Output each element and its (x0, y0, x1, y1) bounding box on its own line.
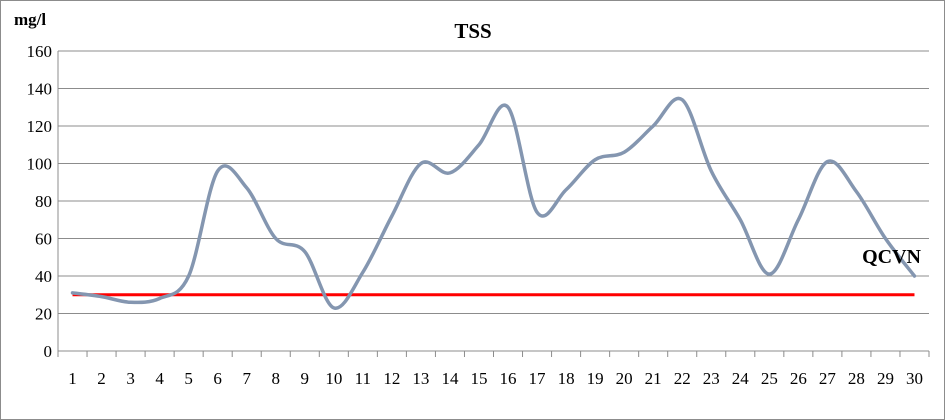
x-tick-label: 5 (184, 369, 193, 388)
x-tick-label: 17 (529, 369, 547, 388)
chart-title: TSS (454, 19, 491, 43)
tss-data-point (332, 306, 336, 310)
x-tick-label: 29 (877, 369, 894, 388)
y-tick-label: 140 (27, 80, 53, 99)
x-tick-label: 26 (790, 369, 807, 388)
x-tick-label: 15 (470, 369, 487, 388)
tss-data-point (796, 218, 800, 222)
series-lines (70, 96, 917, 310)
tss-data-point (709, 169, 713, 173)
tss-data-point (216, 169, 220, 173)
x-tick-label: 22 (674, 369, 691, 388)
x-tick-label: 9 (301, 369, 310, 388)
y-tick-label: 100 (27, 155, 53, 174)
tss-data-point (100, 295, 104, 299)
tss-data-point (767, 272, 771, 276)
x-tick-label: 27 (819, 369, 837, 388)
tss-data-point (361, 270, 365, 274)
tss-data-point (245, 186, 249, 190)
tss-data-point (390, 214, 394, 218)
tss-data-point (274, 237, 278, 241)
tss-data-point (535, 210, 539, 214)
gridlines (58, 50, 929, 314)
tss-data-point (303, 250, 307, 254)
tss-data-point (825, 160, 829, 164)
y-tick-label: 40 (35, 267, 52, 286)
y-tick-label: 120 (27, 117, 53, 136)
y-tick-label: 20 (35, 305, 52, 324)
x-tick-label: 1 (68, 369, 77, 388)
tss-data-point (71, 291, 75, 295)
y-axis-label: mg/l (14, 10, 46, 29)
y-tick-label: 80 (35, 192, 52, 211)
x-tick-label: 11 (355, 369, 371, 388)
y-tick-label: 60 (35, 230, 52, 249)
tss-data-point (738, 218, 742, 222)
x-tick-label: 20 (616, 369, 633, 388)
tss-data-point (187, 274, 191, 278)
tss-data-point (622, 150, 626, 154)
x-tick-label: 24 (732, 369, 750, 388)
tss-data-point (448, 171, 452, 175)
x-tick-label: 12 (383, 369, 400, 388)
tss-data-point (912, 274, 916, 278)
tss-series-line (70, 96, 917, 310)
x-tick-label: 23 (703, 369, 720, 388)
x-tick-label: 13 (412, 369, 429, 388)
x-tick-label: 6 (213, 369, 222, 388)
axes (57, 51, 930, 357)
tss-data-point (158, 297, 162, 301)
x-tick-label: 18 (558, 369, 575, 388)
tss-data-point (651, 124, 655, 128)
tss-data-point (477, 143, 481, 147)
x-tick-labels: 1 2 3 4 5 6 7 8 9 10 11 12 13 14 15 16 17 18 19 20 21 22 23 24 2… (68, 369, 923, 388)
tss-data-point (854, 190, 858, 194)
x-tick-label: 4 (155, 369, 164, 388)
x-tick-label: 21 (645, 369, 662, 388)
y-tick-label: 0 (44, 342, 53, 361)
tss-data-point (506, 105, 510, 109)
tss-data-point (680, 98, 684, 102)
y-tick-label: 160 (27, 42, 53, 61)
x-tick-label: 8 (272, 369, 281, 388)
x-tick-label: 28 (848, 369, 865, 388)
tss-data-point (564, 188, 568, 192)
x-tick-label: 10 (325, 369, 342, 388)
qcvn-label: QCVN (862, 246, 921, 268)
tss-data-point (129, 300, 133, 304)
tss-data-point (419, 162, 423, 166)
x-tick-label: 2 (97, 369, 106, 388)
x-tick-label: 19 (587, 369, 604, 388)
x-tick-label: 16 (500, 369, 517, 388)
x-tick-label: 30 (906, 369, 923, 388)
x-tick-label: 3 (126, 369, 135, 388)
x-tick-label: 7 (242, 369, 251, 388)
x-tick-label: 14 (441, 369, 459, 388)
tss-data-point (883, 237, 887, 241)
x-tick-label: 25 (761, 369, 778, 388)
y-tick-labels: 0 20 40 60 80 100 120 140 160 (27, 42, 53, 361)
tss-data-point (593, 158, 597, 162)
